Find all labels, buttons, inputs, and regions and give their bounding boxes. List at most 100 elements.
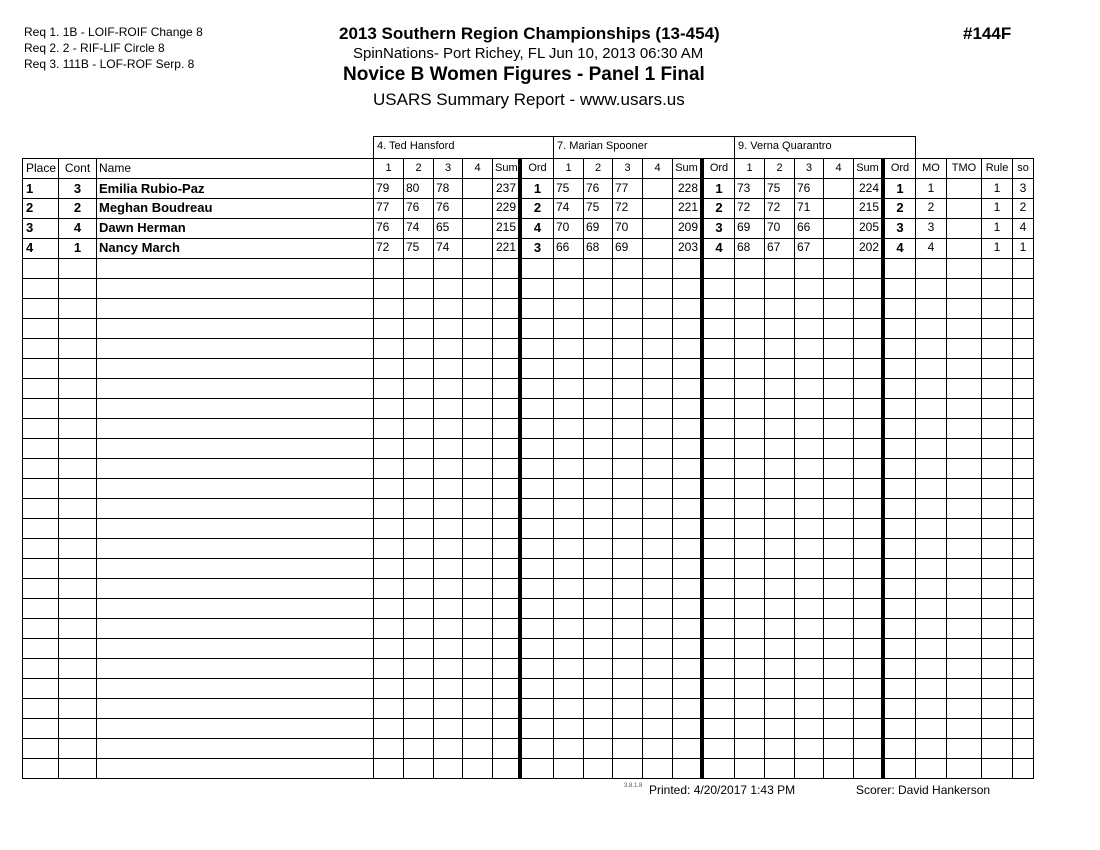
table-cell <box>553 418 584 439</box>
table-cell <box>794 518 824 539</box>
table-cell <box>703 298 735 319</box>
table-cell: 1 <box>58 238 97 259</box>
table-cell <box>612 478 643 499</box>
table-cell <box>521 518 554 539</box>
table-cell <box>734 278 765 299</box>
table-cell <box>403 478 434 499</box>
table-cell <box>553 758 584 779</box>
table-cell <box>462 318 493 339</box>
table-cell <box>462 698 493 719</box>
table-cell <box>583 418 613 439</box>
table-cell <box>642 518 673 539</box>
table-cell <box>521 758 554 779</box>
table-cell <box>703 258 735 279</box>
table-cell <box>734 598 765 619</box>
requirement-2: Req 2. 2 - RIF-LIF Circle 8 <box>24 41 165 55</box>
column-header: 3 <box>612 158 643 179</box>
table-cell <box>492 638 522 659</box>
table-cell <box>553 258 584 279</box>
table-cell <box>794 418 824 439</box>
table-cell <box>403 518 434 539</box>
table-cell <box>403 358 434 379</box>
table-cell <box>794 718 824 739</box>
table-cell <box>521 438 554 459</box>
table-cell <box>642 638 673 659</box>
table-cell <box>764 498 795 519</box>
table-cell <box>946 658 982 679</box>
table-cell <box>96 278 374 299</box>
table-cell <box>22 438 59 459</box>
table-cell <box>946 698 982 719</box>
table-cell <box>884 258 916 279</box>
table-cell <box>433 618 463 639</box>
table-cell <box>915 418 947 439</box>
table-cell <box>794 478 824 499</box>
table-cell <box>703 678 735 699</box>
table-cell <box>22 578 59 599</box>
table-cell <box>492 578 522 599</box>
table-cell <box>492 478 522 499</box>
table-cell <box>433 338 463 359</box>
table-cell <box>672 598 704 619</box>
table-cell <box>583 558 613 579</box>
column-header: 3 <box>794 158 824 179</box>
table-cell <box>58 718 97 739</box>
table-cell <box>553 338 584 359</box>
table-cell <box>22 618 59 639</box>
table-cell <box>1012 518 1034 539</box>
table-cell: 77 <box>373 198 404 219</box>
table-cell <box>462 738 493 759</box>
table-cell <box>58 658 97 679</box>
table-cell <box>946 278 982 299</box>
table-cell <box>1012 598 1034 619</box>
table-cell <box>373 458 404 479</box>
table-cell: 1 <box>981 198 1013 219</box>
table-cell <box>915 578 947 599</box>
table-cell <box>58 478 97 499</box>
table-cell <box>403 598 434 619</box>
column-header: 1 <box>373 158 404 179</box>
table-cell <box>553 278 584 299</box>
table-cell <box>672 398 704 419</box>
table-cell <box>794 598 824 619</box>
table-cell <box>521 638 554 659</box>
table-cell <box>583 298 613 319</box>
table-cell <box>823 598 854 619</box>
table-cell <box>1012 378 1034 399</box>
judge-header: 9. Verna Quarantro <box>734 136 916 159</box>
table-cell <box>853 558 885 579</box>
table-cell <box>794 378 824 399</box>
table-cell <box>96 478 374 499</box>
table-cell: 4 <box>22 238 59 259</box>
table-cell <box>981 418 1013 439</box>
table-cell <box>583 338 613 359</box>
table-cell <box>58 258 97 279</box>
table-cell <box>853 358 885 379</box>
table-cell <box>703 598 735 619</box>
table-cell <box>853 718 885 739</box>
table-cell <box>823 718 854 739</box>
table-cell <box>492 278 522 299</box>
table-cell <box>672 638 704 659</box>
table-cell <box>403 578 434 599</box>
table-cell <box>492 538 522 559</box>
table-cell <box>981 278 1013 299</box>
table-cell <box>58 338 97 359</box>
table-cell <box>823 498 854 519</box>
column-header: so <box>1012 158 1034 179</box>
table-cell <box>403 658 434 679</box>
table-cell <box>642 178 673 199</box>
table-cell <box>915 558 947 579</box>
table-cell <box>823 378 854 399</box>
table-cell <box>642 718 673 739</box>
table-cell <box>583 738 613 759</box>
table-cell <box>58 698 97 719</box>
table-cell <box>981 738 1013 759</box>
table-cell <box>823 638 854 659</box>
table-cell <box>946 578 982 599</box>
table-cell <box>823 458 854 479</box>
table-cell <box>612 378 643 399</box>
table-cell <box>915 498 947 519</box>
table-cell <box>373 558 404 579</box>
table-cell <box>794 298 824 319</box>
